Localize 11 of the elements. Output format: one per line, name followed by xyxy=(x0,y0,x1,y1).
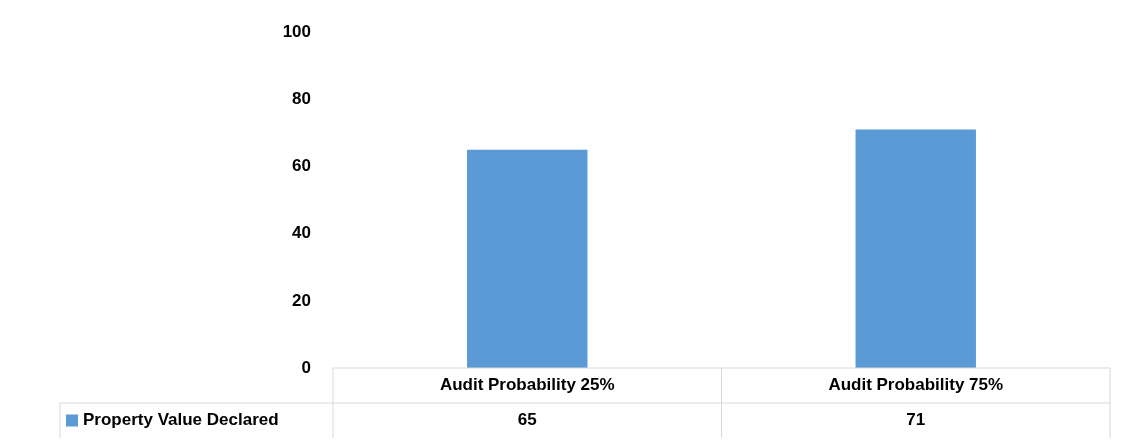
y-tick-label: 60 xyxy=(292,156,311,176)
legend-label: Property Value Declared xyxy=(83,410,279,430)
y-tick-label: 40 xyxy=(292,223,311,243)
y-tick-label: 100 xyxy=(282,21,311,41)
y-tick-label: 80 xyxy=(292,89,311,109)
x-tick-label: Audit Probability 25% xyxy=(439,375,615,395)
y-tick-label: 0 xyxy=(301,357,311,377)
y-tick-label: 20 xyxy=(292,290,311,310)
data-label: 65 xyxy=(517,410,537,430)
data-label: 71 xyxy=(906,410,926,430)
x-tick-label: Audit Probability 75% xyxy=(828,375,1004,395)
